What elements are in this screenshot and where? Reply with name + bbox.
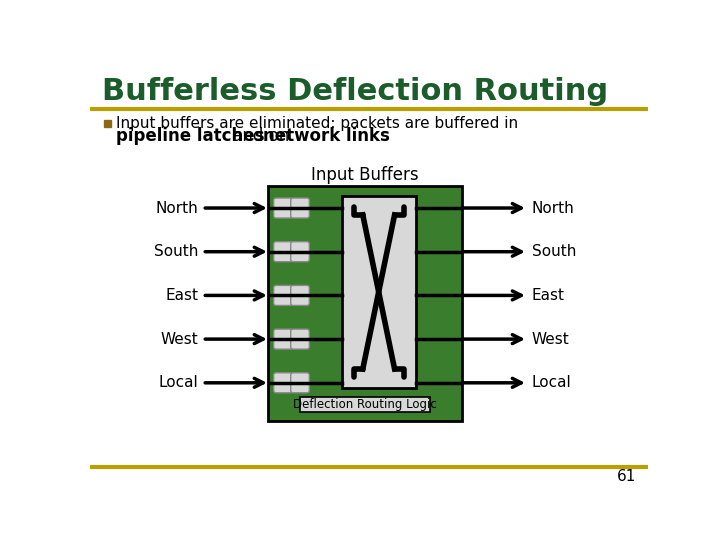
FancyBboxPatch shape bbox=[274, 373, 292, 393]
FancyBboxPatch shape bbox=[291, 286, 310, 306]
FancyBboxPatch shape bbox=[291, 242, 310, 262]
Text: network links: network links bbox=[263, 127, 390, 145]
Text: Local: Local bbox=[158, 375, 199, 390]
Bar bbox=[104, 120, 111, 127]
Bar bbox=[300, 397, 431, 412]
Text: Local: Local bbox=[532, 375, 572, 390]
Text: Bufferless Deflection Routing: Bufferless Deflection Routing bbox=[102, 77, 608, 106]
Bar bbox=[342, 195, 415, 388]
Text: North: North bbox=[532, 200, 575, 215]
Text: Input buffers are eliminated: packets are buffered in: Input buffers are eliminated: packets ar… bbox=[116, 116, 518, 131]
Text: Input Buffers: Input Buffers bbox=[311, 166, 419, 184]
FancyBboxPatch shape bbox=[274, 242, 292, 262]
Text: East: East bbox=[532, 288, 564, 303]
FancyBboxPatch shape bbox=[291, 373, 310, 393]
FancyBboxPatch shape bbox=[274, 198, 292, 218]
Text: South: South bbox=[532, 244, 576, 259]
Text: West: West bbox=[532, 332, 570, 347]
Text: Deflection Routing Logic: Deflection Routing Logic bbox=[293, 398, 437, 411]
FancyBboxPatch shape bbox=[291, 198, 310, 218]
Text: pipeline latches: pipeline latches bbox=[116, 127, 264, 145]
Text: and on: and on bbox=[228, 127, 294, 145]
Text: East: East bbox=[166, 288, 199, 303]
Text: North: North bbox=[156, 200, 199, 215]
Text: 61: 61 bbox=[617, 469, 636, 484]
Text: South: South bbox=[154, 244, 199, 259]
FancyBboxPatch shape bbox=[274, 286, 292, 306]
FancyBboxPatch shape bbox=[291, 329, 310, 349]
Bar bbox=[269, 186, 462, 421]
Text: West: West bbox=[161, 332, 199, 347]
FancyBboxPatch shape bbox=[274, 329, 292, 349]
